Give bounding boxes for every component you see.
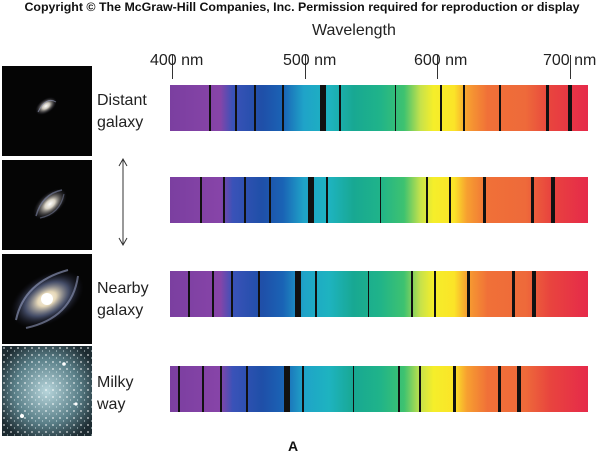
- absorption-line: [426, 177, 428, 223]
- tick-label-500: 500 nm: [283, 52, 337, 69]
- spectrum-milky-way: [170, 366, 588, 412]
- tick-label-400: 400 nm: [150, 52, 204, 69]
- absorption-line: [434, 271, 436, 317]
- absorption-line: [188, 271, 190, 317]
- absorption-line: [246, 366, 248, 412]
- absorption-line: [200, 177, 202, 223]
- absorption-line: [440, 85, 442, 131]
- absorption-line: [483, 177, 486, 223]
- tick-mark-500: [305, 55, 306, 79]
- absorption-line: [499, 85, 501, 131]
- absorption-line: [512, 271, 515, 317]
- absorption-line: [467, 271, 470, 317]
- tick-mark-600: [437, 55, 438, 79]
- absorption-line: [546, 85, 549, 131]
- absorption-line: [223, 177, 225, 223]
- absorption-line: [231, 271, 233, 317]
- absorption-line: [411, 271, 413, 317]
- axis-title: Wavelength: [312, 22, 396, 39]
- absorption-line: [551, 177, 555, 223]
- spectrum-intermediate-galaxy: [170, 177, 588, 223]
- absorption-line: [258, 271, 260, 317]
- absorption-line: [395, 85, 396, 131]
- absorption-line: [326, 177, 328, 223]
- row-label-distant-galaxy: Distant galaxy: [97, 92, 147, 131]
- absorption-line: [282, 85, 284, 131]
- absorption-line: [380, 177, 381, 223]
- tick-label-600: 600 nm: [414, 52, 468, 69]
- absorption-line: [202, 366, 204, 412]
- absorption-line: [254, 85, 256, 131]
- absorption-line: [284, 366, 290, 412]
- tick-mark-700: [570, 55, 571, 79]
- absorption-line: [531, 177, 534, 223]
- absorption-line: [178, 366, 180, 412]
- absorption-line: [235, 85, 237, 131]
- absorption-line: [339, 85, 341, 131]
- absorption-line: [498, 366, 501, 412]
- absorption-line: [315, 271, 317, 317]
- absorption-line: [353, 366, 354, 412]
- row-label-nearby-galaxy: Nearby galaxy: [97, 280, 149, 319]
- row-label-milky-way: Milky way: [97, 374, 134, 413]
- distant-galaxy-image: [2, 66, 92, 156]
- spectrum-distant-galaxy: [170, 85, 588, 131]
- absorption-line: [419, 366, 421, 412]
- nearby-galaxy-image: [2, 254, 92, 344]
- absorption-line: [209, 85, 211, 131]
- absorption-line: [568, 85, 572, 131]
- absorption-line: [449, 177, 451, 223]
- absorption-line: [532, 271, 536, 317]
- milky-way-image: [2, 346, 92, 436]
- absorption-line: [453, 366, 456, 412]
- absorption-line: [320, 85, 326, 131]
- absorption-line: [244, 177, 246, 223]
- absorption-line: [220, 366, 222, 412]
- intermediate-galaxy-image: [2, 160, 92, 250]
- spectrum-nearby-galaxy: [170, 271, 588, 317]
- absorption-line: [368, 271, 369, 317]
- absorption-line: [308, 177, 314, 223]
- absorption-line: [517, 366, 521, 412]
- figure-label: A: [288, 438, 299, 454]
- absorption-line: [398, 366, 400, 412]
- tick-label-700: 700 nm: [543, 52, 597, 69]
- absorption-line: [295, 271, 301, 317]
- double-arrow-icon: [118, 158, 128, 246]
- absorption-line: [302, 366, 304, 412]
- tick-mark-400: [172, 55, 173, 79]
- absorption-line: [212, 271, 214, 317]
- copyright-notice: Copyright © The McGraw-Hill Companies, I…: [24, 0, 580, 14]
- absorption-line: [269, 177, 271, 223]
- absorption-line: [463, 85, 465, 131]
